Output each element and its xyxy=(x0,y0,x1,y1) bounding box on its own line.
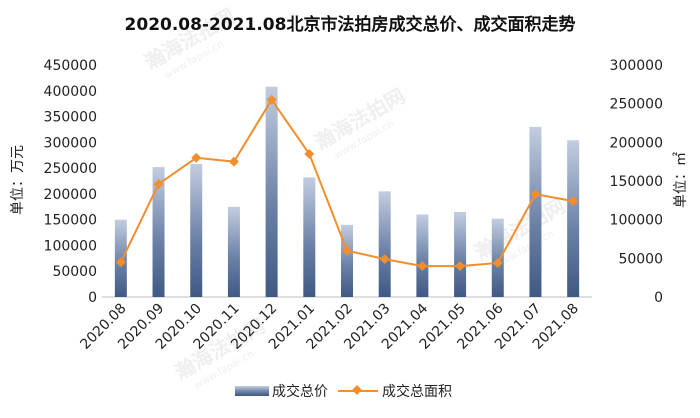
right-tick-label: 150000 xyxy=(610,174,663,190)
right-tick-label: 100000 xyxy=(610,213,663,229)
line-point xyxy=(153,179,164,190)
legend-label-total-area: 成交总面积 xyxy=(382,383,452,400)
bar xyxy=(152,167,165,297)
legend-line-marker xyxy=(352,385,362,395)
left-tick-label: 150000 xyxy=(44,213,97,229)
left-axis-label: 单位：万元 xyxy=(10,145,26,215)
bar-series xyxy=(114,86,580,297)
bar xyxy=(416,214,429,297)
right-tick-label: 50000 xyxy=(618,251,663,267)
bar xyxy=(303,177,316,297)
bar xyxy=(491,218,504,297)
right-axis-ticks: 0 50000 100000 150000 200000 250000 300000 xyxy=(610,58,663,306)
line-point xyxy=(191,152,202,163)
legend-bar-swatch xyxy=(235,386,269,396)
left-tick-label: 100000 xyxy=(44,238,97,254)
line-point xyxy=(530,189,541,200)
bar xyxy=(378,191,391,297)
bar xyxy=(454,211,467,297)
line-point xyxy=(417,261,428,272)
line-point xyxy=(455,261,466,272)
left-tick-label: 350000 xyxy=(44,110,97,126)
bar xyxy=(341,224,353,297)
left-tick-label: 200000 xyxy=(44,187,97,203)
bar xyxy=(529,126,542,297)
legend-label-total-price: 成交总价 xyxy=(272,383,328,400)
right-tick-label: 250000 xyxy=(610,97,663,113)
x-axis-ticks: 2020.082020.092020.102020.112020.122021.… xyxy=(77,300,582,352)
right-tick-label: 0 xyxy=(654,290,663,306)
legend: 成交总价 成交总面积 xyxy=(235,383,452,400)
line-point xyxy=(304,148,315,159)
left-tick-label: 450000 xyxy=(44,58,97,74)
left-tick-label: 400000 xyxy=(44,84,97,100)
left-tick-label: 250000 xyxy=(44,161,97,177)
bar xyxy=(567,140,580,297)
line-point xyxy=(342,245,352,256)
line-point xyxy=(228,156,239,167)
line-point xyxy=(568,196,579,207)
left-tick-label: 300000 xyxy=(44,135,97,151)
chart-title: 2020.08-2021.08北京市法拍房成交总价、成交面积走势 xyxy=(125,14,576,35)
bar xyxy=(190,163,203,297)
left-tick-label: 50000 xyxy=(52,264,97,280)
left-tick-label: 0 xyxy=(88,290,97,306)
line-point xyxy=(492,258,503,268)
bar xyxy=(265,86,278,297)
right-axis-label: 单位：㎡ xyxy=(673,152,689,208)
line-point xyxy=(379,254,390,265)
left-axis-ticks: 0 50000 100000 150000 200000 250000 300000 3500… xyxy=(44,58,97,306)
line-series xyxy=(115,94,579,272)
bar xyxy=(227,206,240,297)
right-tick-label: 300000 xyxy=(610,58,663,74)
right-tick-label: 200000 xyxy=(610,135,663,151)
